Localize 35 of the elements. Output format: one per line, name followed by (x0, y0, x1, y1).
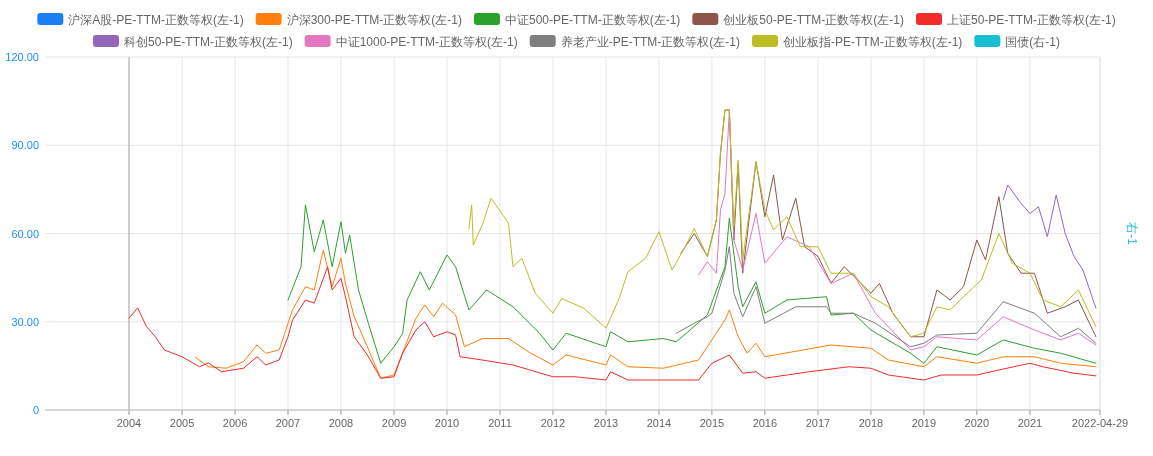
x-tick-label: 2010 (434, 417, 460, 429)
x-tick-label: 2020 (964, 417, 990, 429)
legend-label: 科创50-PE-TTM-正数等权(左-1) (123, 35, 293, 49)
x-tick-label: 2018 (858, 417, 884, 429)
y-tick-label: 60.00 (11, 227, 39, 240)
y2-axis-title: 右-1 (1125, 222, 1139, 246)
x-tick-label: 2008 (328, 417, 354, 429)
legend-label: 创业板50-PE-TTM-正数等权(左-1) (723, 13, 905, 27)
y-tick-label: 120.00 (5, 51, 39, 63)
legend-label: 养老产业-PE-TTM-正数等权(左-1) (560, 35, 741, 49)
legend-label: 沪深A股-PE-TTM-正数等权(左-1) (68, 13, 244, 27)
x-tick-label: 2022-04-29 (1071, 417, 1129, 429)
x-tick-label: 2007 (275, 417, 301, 429)
legend-label: 中证500-PE-TTM-正数等权(左-1) (504, 13, 681, 27)
x-tick-label: 2009 (381, 417, 407, 429)
x-tick-label: 2011 (488, 417, 512, 429)
y-tick-label: 0 (32, 404, 39, 416)
x-tick-label: 2021 (1017, 417, 1043, 429)
x-tick-label: 2006 (222, 417, 248, 429)
x-tick-label: 2019 (911, 417, 937, 429)
legend-label: 创业板指-PE-TTM-正数等权(左-1) (783, 35, 963, 49)
legend-label: 国债(右-1) (1005, 35, 1061, 49)
x-tick-label: 2013 (593, 417, 619, 429)
legend-label: 上证50-PE-TTM-正数等权(左-1) (947, 13, 1116, 27)
y-tick-label: 30.00 (11, 315, 39, 328)
legend-label: 沪深300-PE-TTM-正数等权(左-1) (286, 13, 462, 27)
legend-label: 中证1000-PE-TTM-正数等权(左-1) (335, 35, 518, 49)
x-tick-label: 2016 (752, 417, 778, 429)
x-tick-label: 2017 (805, 417, 831, 429)
x-tick-label: 2014 (646, 417, 672, 429)
y-tick-label: 90.00 (11, 139, 39, 152)
x-tick-label: 2015 (699, 417, 725, 429)
x-tick-label: 2004 (116, 417, 142, 429)
x-tick-label: 2012 (540, 417, 566, 429)
x-tick-label: 2005 (169, 417, 195, 429)
